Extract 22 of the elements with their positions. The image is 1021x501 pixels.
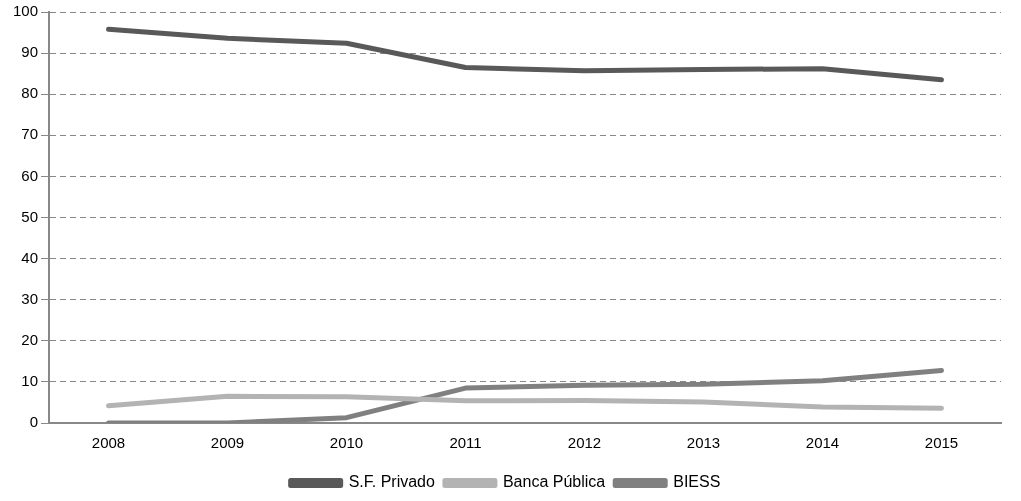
y-tick-label: 10	[21, 372, 39, 390]
legend-label: Banca Pública	[502, 473, 606, 491]
x-tick-label: 2011	[449, 434, 482, 452]
y-tick-label: 70	[21, 125, 39, 143]
x-tick-label: 2012	[567, 434, 602, 452]
legend-label: S.F. Privado	[348, 473, 436, 491]
legend-label: BIESS	[673, 473, 721, 491]
y-tick-label: 100	[13, 2, 39, 20]
x-tick-label: 2013	[686, 434, 721, 452]
y-tick-label: 80	[21, 84, 39, 102]
y-tick-label: 50	[21, 207, 39, 225]
x-tick-label: 2015	[924, 434, 959, 452]
y-tick-label: 20	[21, 330, 39, 348]
y-tick-label: 60	[21, 166, 39, 184]
x-tick-label: 2008	[91, 434, 126, 452]
y-tick-label: 90	[21, 43, 39, 61]
y-tick-label: 0	[29, 413, 39, 431]
y-tick-label: 40	[21, 248, 39, 266]
x-tick-label: 2014	[805, 434, 840, 452]
x-tick-label: 2010	[329, 434, 364, 452]
y-tick-label: 30	[21, 289, 39, 307]
x-tick-label: 2009	[210, 434, 245, 452]
